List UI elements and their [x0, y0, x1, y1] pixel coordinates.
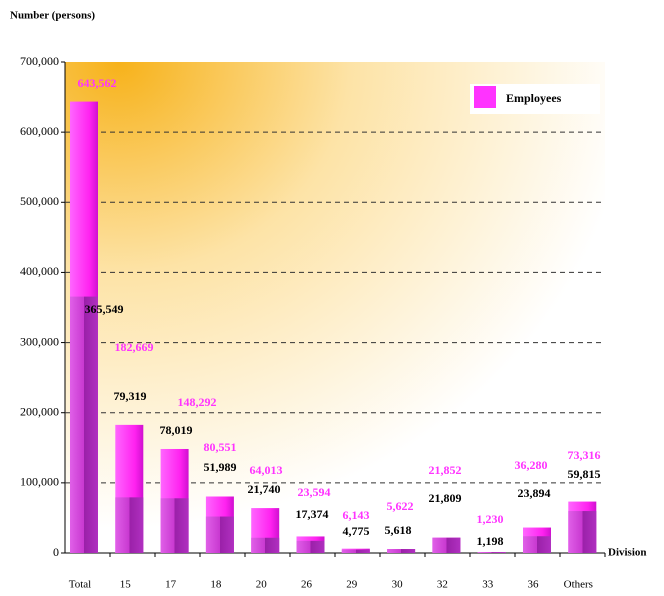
value-label: 17,374	[296, 507, 329, 521]
x-tick-label: 29	[346, 579, 358, 591]
value-label: 6,143	[343, 508, 370, 522]
y-tick-label: 400,000	[20, 264, 59, 278]
value-label: 1,198	[477, 534, 504, 548]
x-tick-label: 17	[165, 579, 177, 591]
value-label: 59,815	[568, 467, 601, 481]
bar	[296, 540, 325, 553]
value-label: 182,669	[115, 340, 154, 354]
bar	[432, 537, 461, 553]
y-tick-label: 700,000	[20, 54, 59, 68]
value-label: 148,292	[178, 395, 217, 409]
bar	[160, 498, 189, 553]
value-label: 4,775	[343, 524, 370, 538]
value-label: 73,316	[568, 448, 601, 462]
x-tick-label: 20	[256, 579, 268, 591]
x-tick-label: 18	[210, 579, 222, 591]
bar	[387, 549, 416, 553]
x-tick-label: 26	[301, 579, 313, 591]
legend: Employees	[470, 84, 600, 114]
value-label: 5,618	[385, 523, 412, 537]
value-label: 643,562	[78, 76, 117, 90]
bar	[568, 511, 597, 553]
y-tick-label: 300,000	[20, 334, 59, 348]
x-tick-label: 32	[437, 579, 448, 591]
value-label: 21,852	[429, 463, 462, 477]
y-tick-label: 600,000	[20, 124, 59, 138]
y-tick-label: 500,000	[20, 194, 59, 208]
x-tick-label: Others	[564, 579, 593, 591]
value-label: 64,013	[250, 463, 283, 477]
y-tick-label: 200,000	[20, 404, 59, 418]
value-label: 365,549	[85, 302, 124, 316]
value-label: 21,740	[248, 482, 281, 496]
plot-background	[65, 62, 605, 553]
x-tick-label: 36	[528, 579, 540, 591]
y-tick-label: 0	[53, 545, 59, 559]
bar	[523, 536, 551, 553]
value-label: 79,319	[114, 389, 147, 403]
bar	[115, 497, 144, 553]
value-label: 1,230	[477, 512, 504, 526]
value-label: 80,551	[204, 440, 237, 454]
value-label: 5,622	[387, 499, 414, 513]
x-tick-label: 15	[120, 579, 132, 591]
value-label: 23,894	[518, 486, 551, 500]
x-tick-label: 30	[392, 579, 404, 591]
legend-swatch	[474, 86, 496, 108]
legend-label: Employees	[506, 91, 562, 105]
bar	[205, 516, 234, 553]
bar	[251, 537, 280, 553]
value-label: 36,280	[515, 458, 548, 472]
value-label: 23,594	[298, 485, 331, 499]
bar	[477, 552, 506, 553]
x-tick-label: 33	[482, 579, 494, 591]
x-axis-label: Division	[608, 547, 647, 559]
y-tick-label: 100,000	[20, 475, 59, 489]
value-label: 51,989	[204, 460, 237, 474]
bar	[341, 549, 370, 553]
x-tick-label: Total	[69, 579, 91, 591]
value-label: 21,809	[429, 491, 462, 505]
value-label: 78,019	[160, 423, 193, 437]
y-axis-label: Number (persons)	[10, 10, 95, 22]
bar	[70, 296, 98, 553]
